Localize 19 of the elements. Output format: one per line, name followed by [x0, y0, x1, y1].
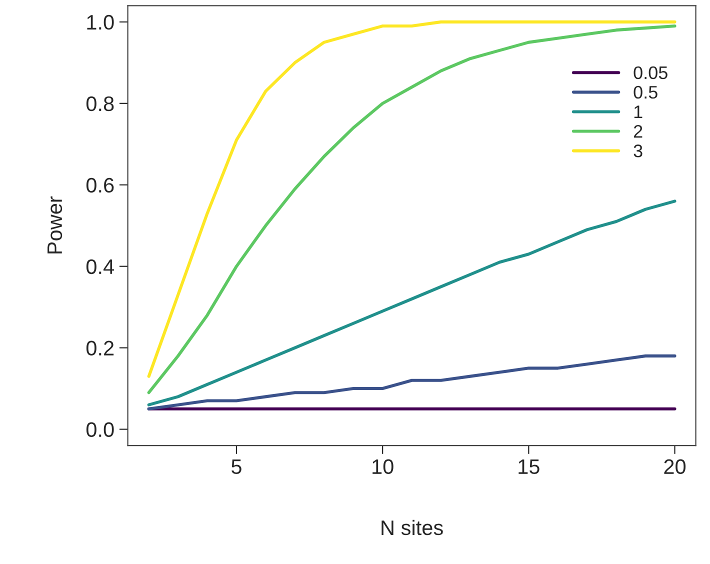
y-axis-title: Power [48, 196, 62, 254]
y-tick-label: 1.0 [87, 14, 114, 30]
y-tick-label: 0.4 [86, 259, 114, 274]
y-tick-label: 0.6 [86, 178, 114, 193]
line-series [147, 200, 676, 406]
x-tick-label: 20 [664, 459, 686, 474]
y-tick-label: 0.2 [86, 340, 114, 356]
line-series [147, 354, 676, 410]
y-tick-label: 0.8 [86, 96, 114, 112]
x-tick-label: 15 [518, 460, 540, 474]
y-tick-label: 0.0 [86, 422, 114, 438]
x-tick-label: 5 [232, 460, 242, 474]
legend-label: 3 [634, 144, 642, 158]
legend-label: 1 [634, 106, 642, 118]
legend-label: 0.05 [634, 66, 668, 80]
legend-label: 0.5 [634, 86, 658, 99]
x-axis-title: N sites [382, 520, 443, 536]
x-tick-label: 10 [372, 459, 394, 474]
legend-label: 2 [634, 124, 642, 138]
